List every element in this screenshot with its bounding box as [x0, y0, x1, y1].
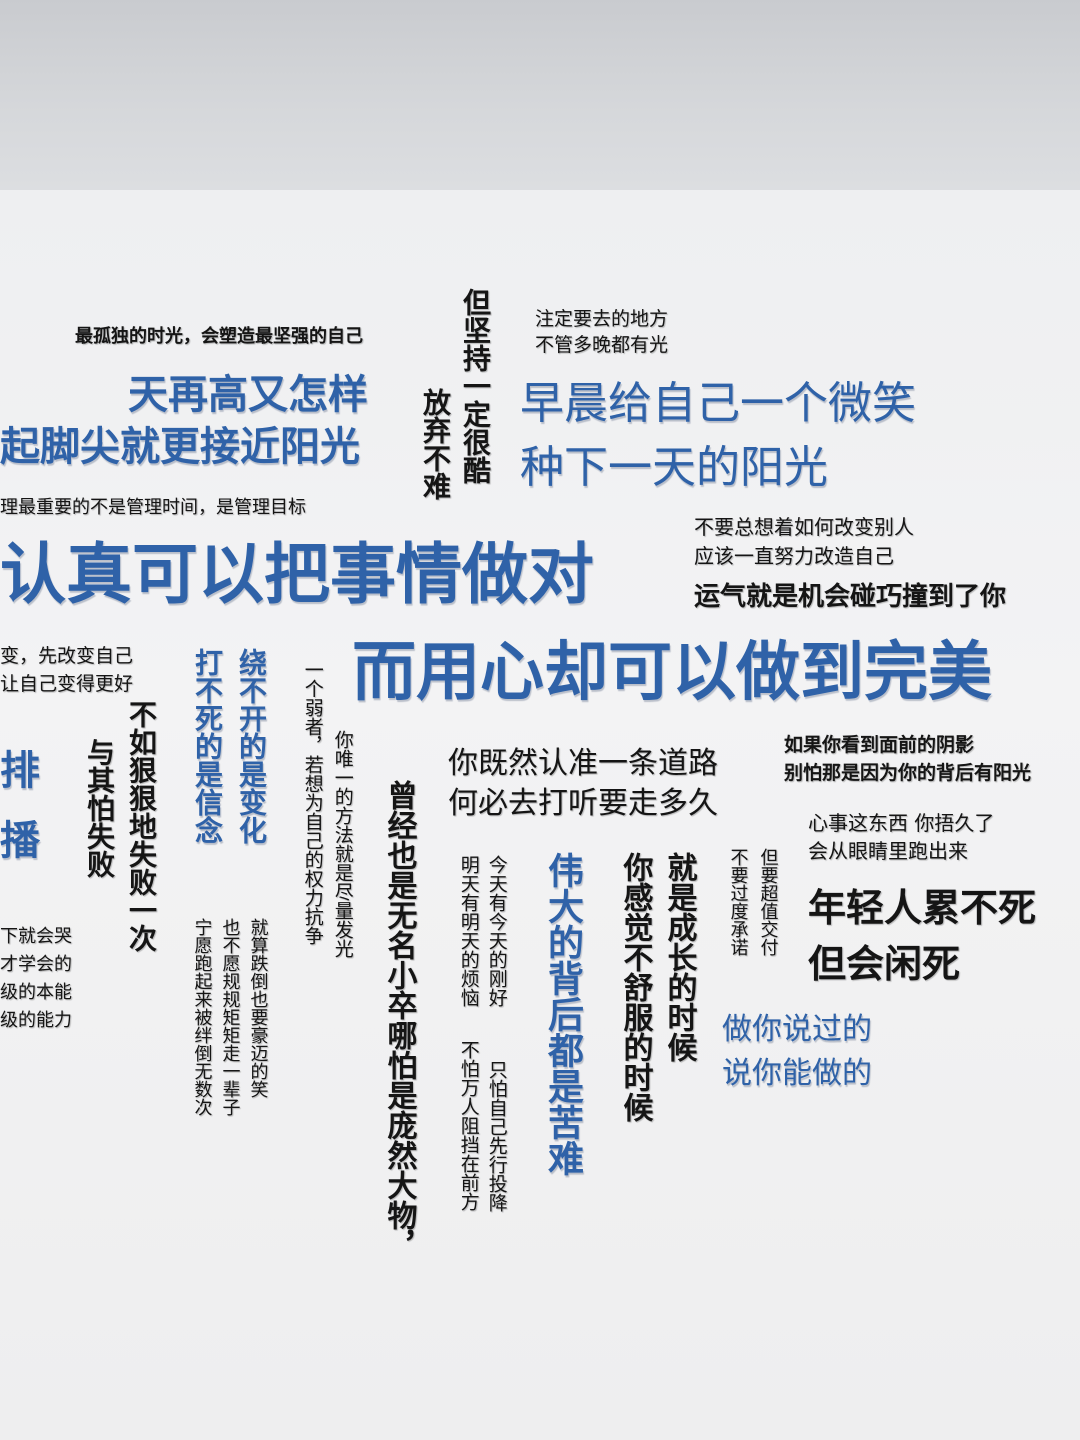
slogan-tomorrow-worries: 明天有明天的烦恼: [457, 855, 480, 1007]
slogan-give-up: 放弃不难: [419, 388, 452, 500]
slogan-run-fall: 宁愿跑起来被绊倒无数次: [191, 918, 213, 1116]
slogan-laugh: 就算跌倒也要豪迈的笑: [247, 918, 269, 1098]
slogan-sky-high: 天再高又怎样: [128, 372, 368, 418]
slogan-faith: 打不死的是信念: [191, 648, 224, 844]
slogan-uncomfortable: 你感觉不舒服的时候: [617, 852, 653, 1122]
slogan-do-what-said: 做你说过的: [722, 1012, 872, 1047]
fragment-bo: 播: [0, 818, 40, 864]
slogan-serious-right: 认真可以把事情做对: [0, 536, 594, 613]
slogan-become-better: 让自己变得更好: [0, 673, 134, 695]
fragment-cry: 下就会哭: [0, 926, 72, 947]
slogan-shine: 你唯一的方法就是尽量发光: [331, 730, 354, 958]
slogan-idle: 但会闲死: [808, 942, 961, 986]
slogan-luck: 运气就是机会碰巧撞到了你: [694, 582, 1007, 612]
slogan-change-self: 变，先改变自己: [0, 645, 134, 667]
slogan-sunlight-behind: 别怕那是因为你的背后有阳光: [784, 762, 1032, 784]
slogan-lonely-time: 最孤独的时光，会塑造最坚强的自己: [75, 326, 363, 347]
slogan-growth: 就是成长的时候: [661, 852, 697, 1062]
slogan-how-long: 何必去打听要走多久: [448, 786, 718, 821]
slogan-shadow: 如果你看到面前的阴影: [784, 734, 975, 756]
slogan-overdeliver: 但要超值交付: [757, 848, 779, 956]
slogan-weak-fight: 一个弱者，若想为自己的权力抗争: [301, 660, 324, 945]
slogan-say-what-can: 说你能做的: [722, 1056, 872, 1091]
slogan-plant-sunshine: 种下一天的阳光: [520, 442, 828, 493]
fragment-learn: 才学会的: [0, 954, 72, 975]
slogan-always-light: 不管多晚都有光: [535, 334, 669, 356]
slogan-young-tired: 年轻人累不死: [808, 886, 1037, 930]
slogan-today-fine: 今天有今天的刚好: [485, 855, 508, 1007]
slogan-destined-place: 注定要去的地方: [535, 308, 669, 330]
slogan-change: 绕不开的是变化: [235, 648, 268, 844]
slogan-surrender: 只怕自己先行投降: [485, 1060, 508, 1212]
slogan-hidden-feelings: 心事这东西 你捂久了: [808, 811, 995, 835]
fragment-ability: 级的能力: [0, 1010, 72, 1031]
slogan-not-rules: 也不愿规规矩矩走一辈子: [219, 918, 241, 1116]
slogan-persist-cool: 但坚持一定很酷: [459, 288, 492, 484]
slogan-nobody: 曾经也是无名小卒: [381, 780, 417, 1020]
slogan-giant: 哪怕是庞然大物，: [381, 1020, 417, 1260]
slogan-fail-hard: 不如狠狠地失败一次: [125, 700, 158, 952]
ceiling: [0, 0, 1080, 190]
slogan-morning-smile: 早晨给自己一个微笑: [520, 378, 916, 429]
slogan-wall: [0, 190, 1080, 1440]
slogan-heart-perfect: 而用心却可以做到完美: [352, 636, 992, 710]
slogan-no-overpromise: 不要过度承诺: [727, 848, 749, 956]
fragment-instinct: 级的本能: [0, 982, 72, 1003]
slogan-fear-failure: 与其怕失败: [83, 738, 116, 878]
slogan-not-afraid: 不怕万人阻挡在前方: [457, 1040, 480, 1211]
slogan-improve-self: 应该一直努力改造自己: [694, 544, 894, 568]
slogan-tiptoe: 起脚尖就更接近阳光: [0, 424, 360, 470]
slogan-greatness-hardship: 伟大的背后都是苦难: [542, 852, 583, 1176]
slogan-eyes-show: 会从眼睛里跑出来: [808, 839, 968, 863]
slogan-choose-road: 你既然认准一条道路: [448, 746, 718, 781]
fragment-pai: 排: [0, 748, 40, 794]
slogan-manage-goals: 理最重要的不是管理时间，是管理目标: [0, 497, 306, 518]
slogan-change-others: 不要总想着如何改变别人: [694, 515, 914, 539]
